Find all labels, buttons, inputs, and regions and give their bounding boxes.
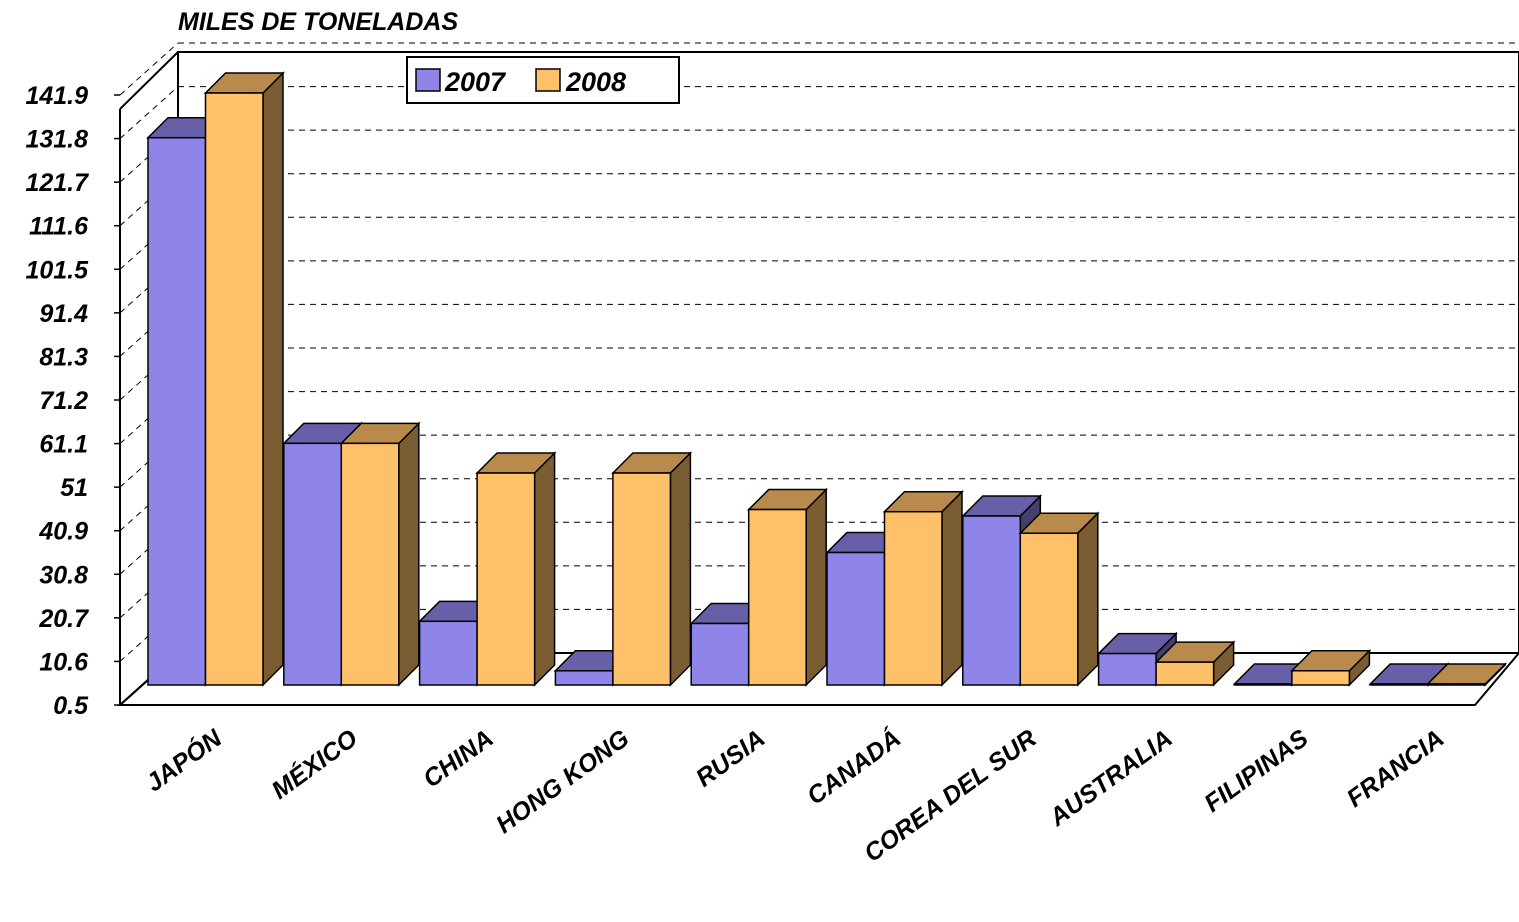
bar-side — [805, 487, 827, 687]
gridline-depth — [119, 86, 179, 139]
x-tick-label: CANADÁ — [801, 723, 906, 810]
gridline-depth — [119, 42, 179, 96]
bars — [146, 71, 1508, 687]
x-tick-label: FILIPINAS — [1199, 724, 1313, 818]
bar-front — [554, 670, 614, 686]
bar-2008-8 — [1290, 648, 1372, 687]
bar-front — [204, 92, 264, 686]
y-tick-label: 20.7 — [38, 605, 89, 633]
bar-2008-5 — [882, 489, 964, 687]
legend-swatch-2007 — [415, 68, 441, 92]
x-tick-label: MÉXICO — [266, 723, 363, 805]
y-tick-label: 40.9 — [38, 518, 88, 546]
bar-front — [1233, 683, 1293, 686]
bar-2008-3 — [611, 451, 693, 687]
bar-side — [669, 451, 692, 687]
chart-title: MILES DE TONELADAS — [178, 8, 458, 36]
bar-2008-1 — [339, 421, 421, 687]
bar-side — [262, 71, 284, 687]
bar-front — [690, 622, 750, 686]
bar-front — [747, 508, 807, 686]
bar-front — [340, 442, 400, 686]
bar-front — [1097, 652, 1157, 686]
bar-front — [147, 136, 207, 686]
y-tick-label: 61.1 — [39, 431, 88, 459]
legend-label-2007: 2007 — [444, 67, 507, 97]
y-tick-label: 121.7 — [25, 169, 89, 197]
legend-label-2008: 2008 — [565, 67, 626, 97]
bar-front — [962, 515, 1022, 686]
bar-front — [283, 442, 343, 686]
bar-side — [398, 421, 420, 687]
x-tick-label: CHINA — [418, 724, 499, 793]
y-tick-label: 111.6 — [29, 213, 89, 241]
y-tick-label: 141.9 — [25, 82, 88, 110]
bar-2008-0 — [203, 71, 285, 687]
y-tick-label: 51 — [60, 474, 88, 502]
y-tick-label: 131.8 — [25, 126, 88, 154]
y-tick-label: 101.5 — [25, 256, 89, 284]
bar-side — [1077, 511, 1099, 687]
bar-side — [941, 489, 963, 687]
x-tick-label: RUSIA — [691, 724, 770, 792]
bar-front — [1291, 670, 1351, 686]
bar-front — [1019, 532, 1079, 686]
y-tick-label: 0.5 — [53, 692, 89, 720]
bar-front — [883, 510, 943, 686]
bar-2008-4 — [746, 487, 829, 687]
legend-swatch-2008 — [535, 68, 561, 92]
x-tick-label: FRANCIA — [1342, 724, 1449, 813]
y-tick-label: 71.2 — [39, 387, 88, 415]
x-tick-label: HONG KONG — [491, 724, 634, 839]
legend: 2007 2008 — [406, 56, 680, 104]
bar-front — [1426, 683, 1486, 686]
bar-front — [1155, 661, 1215, 686]
bar-2008-7 — [1154, 640, 1236, 687]
x-tick-label: AUSTRALIA — [1044, 724, 1178, 832]
y-axis-ticks: 0.5 10.6 20.7 30.8 40.9 51 61.1 71.2 81.3 91.4 101… — [25, 82, 120, 720]
depth-line-top — [119, 51, 179, 110]
y-tick-label: 30.8 — [39, 561, 88, 589]
bar-2008-2 — [475, 451, 557, 687]
bar-2008-6 — [1018, 511, 1100, 687]
bar-2008-9 — [1425, 662, 1508, 687]
y-tick-label: 81.3 — [39, 343, 88, 371]
y-tick-label: 91.4 — [39, 300, 88, 328]
bar-front — [476, 472, 536, 686]
bar-front — [1369, 683, 1429, 686]
bar-front — [826, 551, 886, 686]
y-tick-label: 10.6 — [39, 648, 89, 676]
bar-side — [533, 451, 556, 687]
bar-front — [418, 620, 478, 686]
bar-front — [612, 472, 672, 686]
x-tick-label: JAPÓN — [140, 723, 227, 798]
